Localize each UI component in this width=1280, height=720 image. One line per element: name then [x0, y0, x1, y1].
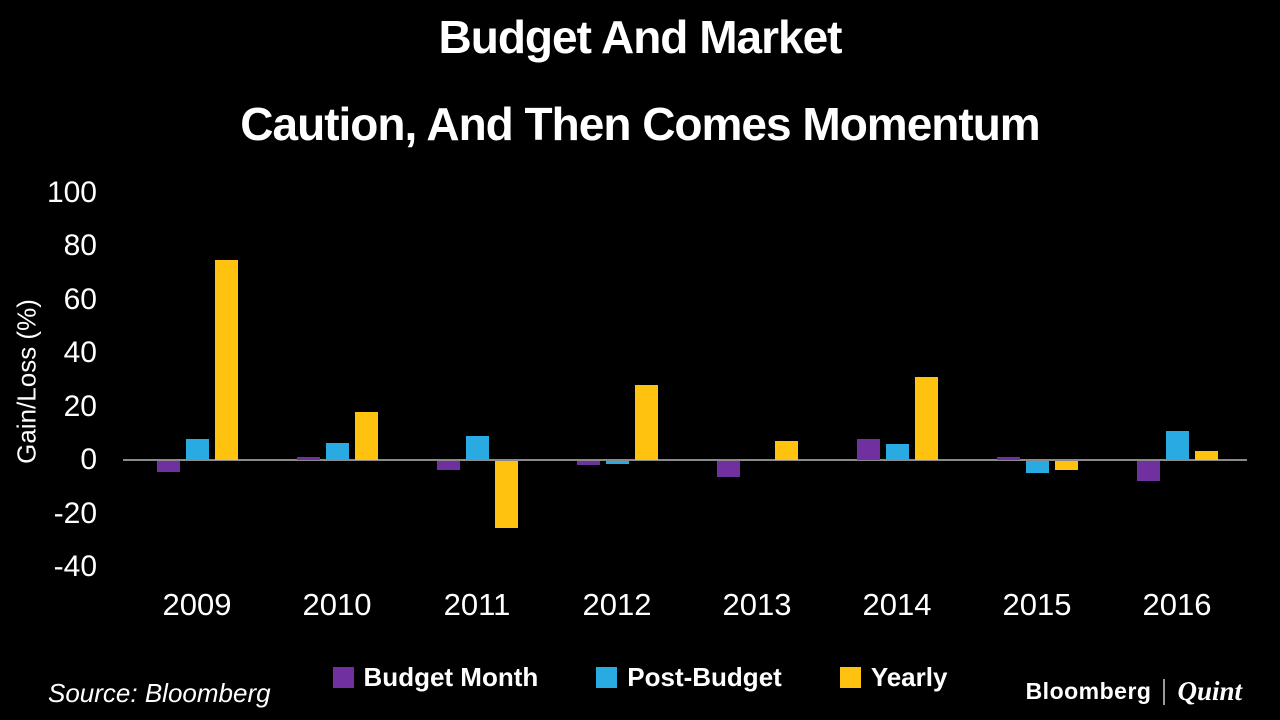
- y-tick-20: 20: [63, 389, 97, 423]
- chart-title-line2: Caution, And Then Comes Momentum: [240, 98, 1040, 150]
- legend-swatch-icon: [839, 667, 861, 688]
- bar-post-budget-2009: [185, 438, 209, 461]
- chart-title-line1: Budget And Market: [438, 11, 843, 63]
- legend: Budget Month Post-Budget Yearly: [0, 662, 1280, 693]
- legend-label: Yearly: [870, 662, 948, 692]
- bar-budget-month-2016: [1136, 461, 1160, 482]
- bar-post-budget-2012: [605, 461, 629, 464]
- bar-yearly-2014: [914, 377, 938, 461]
- legend-item-yearly: Yearly: [839, 662, 948, 693]
- x-tick-2012: 2012: [582, 587, 652, 622]
- bar-budget-month-2014: [856, 438, 880, 461]
- bar-post-budget-2014: [885, 444, 909, 461]
- bar-yearly-2016: [1194, 450, 1218, 461]
- source-note: Source: Bloomberg: [48, 678, 271, 708]
- legend-item-budget-month: Budget Month: [332, 662, 539, 693]
- bar-budget-month-2011: [436, 461, 460, 471]
- x-tick-2011: 2011: [443, 587, 511, 622]
- legend-swatch-icon: [596, 667, 618, 688]
- bar-budget-month-2015: [996, 457, 1020, 461]
- y-tick-0: 0: [80, 443, 97, 477]
- bar-budget-month-2009: [156, 461, 180, 472]
- logo-separator: [1163, 678, 1166, 705]
- bar-yearly-2010: [354, 412, 378, 461]
- bloomberg-quint-logo: Bloomberg Quint: [1026, 676, 1242, 707]
- y-tick-80: 80: [63, 229, 97, 263]
- x-tick-2016: 2016: [1142, 587, 1212, 622]
- x-tick-2014: 2014: [862, 587, 932, 622]
- chart-title: Budget And Market Caution, And Then Come…: [0, 14, 1280, 147]
- x-tick-2013: 2013: [722, 587, 792, 622]
- y-tick-40: 40: [63, 336, 97, 370]
- legend-swatch-icon: [332, 667, 354, 688]
- legend-label: Post-Budget: [627, 662, 782, 692]
- bar-post-budget-2010: [325, 442, 349, 461]
- x-tick-2010: 2010: [302, 587, 372, 622]
- logo-bloomberg-text: Bloomberg: [1025, 678, 1152, 704]
- bar-budget-month-2013: [716, 461, 740, 478]
- bar-post-budget-2011: [465, 436, 489, 461]
- x-tick-2015: 2015: [1002, 587, 1072, 622]
- bar-budget-month-2010: [296, 457, 320, 461]
- bar-yearly-2015: [1054, 461, 1078, 471]
- y-tick-60: 60: [63, 282, 97, 316]
- y-tick--20: -20: [53, 496, 97, 530]
- x-tick-2009: 2009: [162, 587, 232, 622]
- bar-yearly-2009: [214, 259, 238, 461]
- y-tick-100: 100: [46, 176, 97, 209]
- y-tick--40: -40: [53, 550, 97, 583]
- x-axis-zero-line: [123, 459, 1247, 462]
- bar-yearly-2013: [774, 441, 798, 461]
- bar-post-budget-2015: [1025, 461, 1049, 474]
- legend-item-post-budget: Post-Budget: [596, 662, 782, 693]
- logo-quint-text: Quint: [1177, 676, 1242, 706]
- bar-budget-month-2012: [576, 461, 600, 466]
- legend-label: Budget Month: [363, 662, 539, 692]
- bar-post-budget-2016: [1165, 430, 1189, 461]
- bar-yearly-2011: [494, 461, 518, 528]
- bar-yearly-2012: [634, 385, 658, 461]
